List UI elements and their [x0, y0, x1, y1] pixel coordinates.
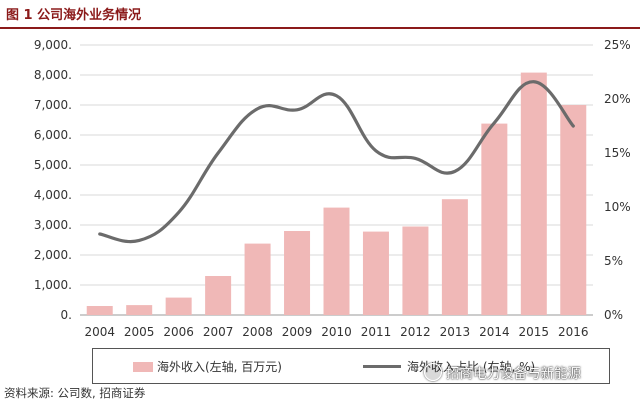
x-tick-label: 2013 [440, 325, 471, 339]
right-tick-label: 10% [604, 200, 631, 214]
x-tick-label: 2012 [400, 325, 431, 339]
left-tick-label: 0. [61, 308, 72, 322]
legend-bar-label: 海外收入(左轴, 百万元) [157, 360, 282, 374]
bar-2006 [165, 297, 192, 315]
x-tick-label: 2006 [163, 325, 194, 339]
title-rule [0, 27, 640, 29]
left-tick-label: 2,000. [34, 248, 72, 262]
x-tick-label: 2014 [479, 325, 510, 339]
left-tick-label: 3,000. [34, 218, 72, 232]
left-tick-label: 4,000. [34, 188, 72, 202]
bar-2009 [284, 231, 311, 315]
bar-2011 [362, 231, 389, 315]
left-tick-label: 1,000. [34, 278, 72, 292]
legend-line-swatch [363, 365, 401, 368]
x-tick-label: 2010 [321, 325, 352, 339]
right-tick-label: 25% [604, 38, 631, 52]
source-note: 资料来源: 公司数, 招商证券 [4, 386, 146, 400]
bar-2014 [481, 123, 508, 315]
x-tick-label: 2016 [558, 325, 589, 339]
right-tick-label: 5% [604, 254, 623, 268]
figure-title: 图 1 公司海外业务情况 [6, 8, 142, 23]
bar-2004 [86, 306, 113, 315]
x-tick-label: 2007 [203, 325, 234, 339]
bar-2013 [441, 199, 468, 315]
right-tick-label: 15% [604, 146, 631, 160]
x-tick-label: 2004 [84, 325, 115, 339]
legend-bar-swatch [133, 361, 153, 372]
left-tick-label: 6,000. [34, 128, 72, 142]
x-tick-label: 2005 [124, 325, 155, 339]
x-tick-label: 2008 [242, 325, 273, 339]
x-tick-label: 2009 [282, 325, 313, 339]
left-tick-label: 8,000. [34, 68, 72, 82]
bar-2005 [126, 305, 153, 315]
watermark-text: 招商电力设备与新能源 [446, 366, 581, 382]
legend-item-bar: 海外收入(左轴, 百万元) [133, 358, 282, 375]
bar-2015 [520, 72, 547, 315]
chart: 0. 1,000. 2,000. 3,000. 4,000. 5,000. 6,000. 7,… [34, 38, 631, 339]
left-tick-label: 7,000. [34, 98, 72, 112]
wechat-icon [424, 363, 442, 381]
bar-2016 [560, 105, 587, 315]
left-tick-label: 5,000. [34, 158, 72, 172]
right-tick-label: 0% [604, 308, 623, 322]
bar-2010 [323, 207, 350, 315]
watermark: 招商电力设备与新能源 [424, 362, 581, 382]
x-tick-label: 2011 [361, 325, 392, 339]
right-tick-label: 20% [604, 92, 631, 106]
bar-2008 [244, 243, 271, 315]
left-tick-label: 9,000. [34, 38, 72, 52]
bar-2007 [205, 276, 232, 315]
bar-2012 [402, 226, 429, 315]
x-tick-label: 2015 [519, 325, 550, 339]
